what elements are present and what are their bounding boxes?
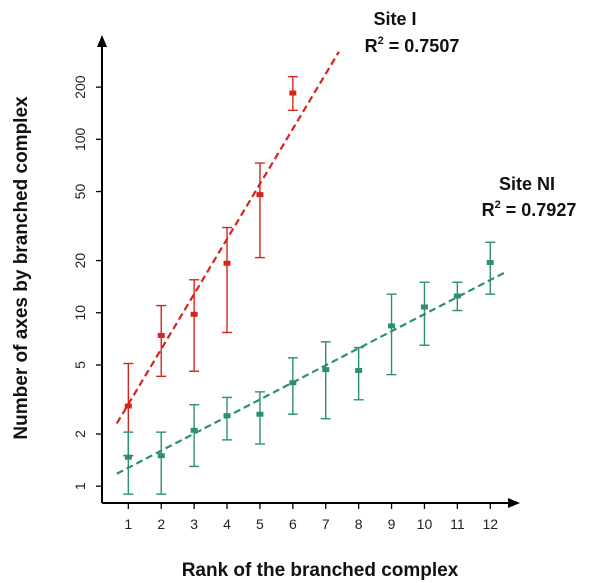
point-site-ni-2 — [156, 431, 167, 495]
x-tick-label-3: 3 — [190, 516, 198, 532]
x-tick-label-6: 6 — [289, 516, 297, 532]
point-site-ni-5 — [254, 391, 265, 445]
marker-site-ni-2 — [157, 453, 165, 459]
y-axis-arrow — [97, 35, 107, 47]
marker-site-ni-3 — [190, 427, 198, 433]
data-points — [123, 75, 496, 495]
point-site-i-3 — [189, 279, 200, 372]
point-site-ni-7 — [320, 341, 331, 420]
marker-site-i-3 — [190, 311, 198, 317]
marker-site-ni-12 — [486, 259, 494, 265]
point-site-ni-6 — [287, 357, 298, 415]
fit-line-site-i — [115, 51, 340, 425]
point-site-ni-1 — [123, 431, 134, 495]
fit-line-site-ni — [116, 270, 508, 475]
x-tick-label-7: 7 — [322, 516, 330, 532]
point-site-i-5 — [254, 162, 265, 259]
y-tick-label-100: 100 — [72, 127, 88, 151]
y-tick-label-200: 200 — [72, 75, 88, 99]
x-tick-label-12: 12 — [482, 516, 498, 532]
x-axis-title: Rank of the branched complex — [182, 560, 459, 581]
point-site-ni-12 — [485, 241, 496, 295]
point-site-ni-10 — [419, 281, 430, 346]
x-tick-label-4: 4 — [223, 516, 231, 532]
marker-site-ni-4 — [223, 413, 231, 419]
x-tick-label-1: 1 — [124, 516, 132, 532]
marker-site-i-2 — [157, 332, 165, 338]
marker-site-ni-8 — [355, 367, 363, 373]
point-site-ni-4 — [222, 396, 233, 441]
marker-site-ni-5 — [256, 411, 264, 417]
x-tick-label-5: 5 — [256, 516, 264, 532]
point-site-ni-3 — [189, 404, 200, 468]
y-tick-label-10: 10 — [72, 305, 88, 321]
x-tick-label-10: 10 — [417, 516, 433, 532]
y-tick-label-50: 50 — [72, 184, 88, 200]
marker-site-ni-7 — [322, 367, 330, 373]
marker-site-i-1 — [124, 403, 132, 409]
annotation-site-i-r2-prefix: R — [365, 36, 378, 56]
annotation-site-i-r2: R2 = 0.7507 — [365, 35, 460, 56]
y-tick-label-1: 1 — [72, 482, 88, 490]
point-site-ni-11 — [452, 281, 463, 312]
annotation-site-ni-title: Site NI — [499, 174, 555, 194]
annotation-site-ni: Site NI R2 = 0.7927 — [482, 174, 577, 220]
marker-site-i-6 — [289, 90, 297, 96]
point-site-ni-9 — [386, 293, 397, 376]
x-tick-label-9: 9 — [388, 516, 396, 532]
x-tick-label-2: 2 — [157, 516, 165, 532]
annotation-site-i-title: Site I — [373, 9, 416, 29]
fit-lines — [115, 51, 508, 475]
marker-site-i-5 — [256, 192, 264, 198]
point-site-i-6 — [287, 75, 298, 112]
annotation-site-i-r2-sup: 2 — [378, 35, 384, 47]
annotation-site-ni-r2: R2 = 0.7927 — [482, 199, 577, 220]
point-site-ni-8 — [353, 346, 364, 401]
point-site-i-4 — [222, 226, 233, 334]
y-tick-label-20: 20 — [72, 253, 88, 269]
marker-site-ni-1 — [124, 454, 132, 460]
x-tick-label-8: 8 — [355, 516, 363, 532]
marker-site-ni-9 — [388, 323, 396, 329]
y-tick-label-5: 5 — [72, 361, 88, 369]
marker-site-ni-10 — [420, 304, 428, 310]
x-tick-label-11: 11 — [450, 516, 465, 532]
marker-site-ni-6 — [289, 380, 297, 386]
marker-site-ni-11 — [453, 293, 461, 299]
annotation-site-ni-r2-sup: 2 — [495, 199, 501, 211]
annotation-site-i-r2-value: = 0.7507 — [384, 36, 460, 56]
annotation-site-ni-r2-value: = 0.7927 — [501, 200, 577, 220]
annotation-site-i: Site I R2 = 0.7507 — [365, 9, 460, 56]
point-site-i-2 — [156, 304, 167, 378]
x-axis-arrow — [508, 498, 520, 508]
y-tick-label-2: 2 — [72, 430, 88, 438]
marker-site-i-4 — [223, 260, 231, 266]
annotation-site-ni-r2-prefix: R — [482, 200, 495, 220]
y-axis-title: Number of axes by branched complex — [11, 96, 32, 440]
